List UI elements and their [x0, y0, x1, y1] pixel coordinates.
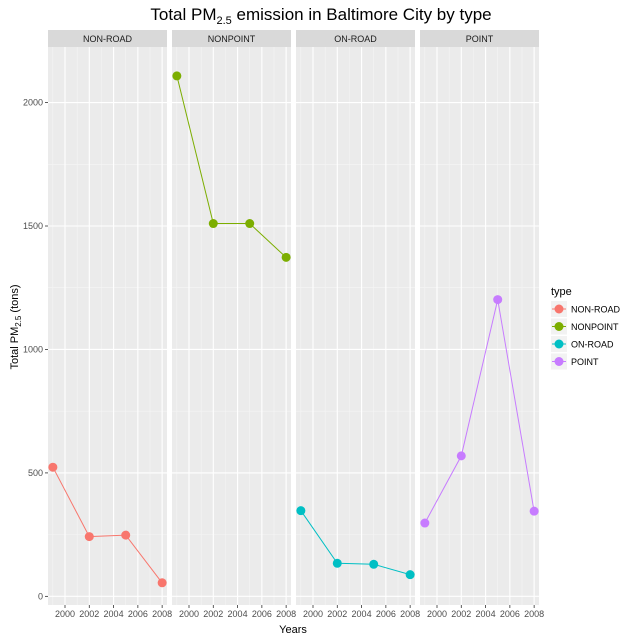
- x-tick-label: 2008: [276, 609, 296, 619]
- x-tick-label: 2006: [376, 609, 396, 619]
- x-tick-label: 2002: [451, 609, 471, 619]
- x-tick-label: 2004: [352, 609, 372, 619]
- y-axis-title-main: Total PM: [9, 327, 21, 370]
- legend-title: type: [551, 286, 572, 298]
- series-line-point: [424, 299, 535, 524]
- chart-title: Total PM2.5 emission in Baltimore City b…: [150, 5, 491, 27]
- chart-title-main: Total PM: [150, 5, 216, 24]
- data-point: [456, 451, 466, 461]
- panel-background: [172, 47, 291, 605]
- strip-label: POINT: [466, 34, 494, 44]
- legend: type NON-ROAD NONPOINT ON-ROAD POINT: [551, 286, 620, 370]
- data-point: [157, 578, 167, 588]
- data-point: [369, 559, 379, 569]
- legend-item-nonpoint: NONPOINT: [551, 318, 619, 335]
- series-line-on-road: [300, 510, 411, 576]
- strip-background: [420, 30, 539, 47]
- y-tick-label: 1000: [23, 344, 43, 354]
- legend-item-point: POINT: [551, 353, 599, 370]
- x-tick-label: 2008: [152, 609, 172, 619]
- panel-non-road: NON-ROAD 2000 2002 2004 2006 2008: [48, 30, 172, 619]
- legend-key-point: [554, 322, 564, 331]
- strip-background: [172, 30, 291, 47]
- legend-key-point: [554, 357, 564, 366]
- y-tick-label: 1500: [23, 221, 43, 231]
- data-point: [529, 506, 539, 516]
- x-tick-label: 2004: [104, 609, 124, 619]
- data-point: [281, 252, 291, 262]
- data-point: [420, 518, 430, 528]
- data-point: [332, 558, 342, 568]
- data-point: [121, 530, 131, 540]
- panel-background: [420, 47, 539, 605]
- data-point: [84, 532, 94, 542]
- data-point: [493, 295, 503, 305]
- strip-label: ON-ROAD: [334, 34, 377, 44]
- legend-label: NONPOINT: [571, 322, 619, 332]
- data-point: [245, 219, 255, 229]
- strip-background: [296, 30, 415, 47]
- x-tick-label: 2006: [500, 609, 520, 619]
- y-tick-label: 500: [28, 468, 43, 478]
- panel-on-road: ON-ROAD 2000 2002 2004 2006 2008: [296, 30, 420, 619]
- legend-item-on-road: ON-ROAD: [551, 336, 614, 352]
- x-tick-label: 2006: [252, 609, 272, 619]
- panel-point: POINT 2000 2002 2004 2006 2008: [420, 30, 544, 619]
- data-point: [296, 506, 306, 516]
- x-tick-label: 2002: [79, 609, 99, 619]
- legend-label: ON-ROAD: [571, 340, 614, 350]
- x-tick-label: 2000: [427, 609, 447, 619]
- strip-background: [48, 30, 167, 47]
- data-point: [405, 570, 415, 580]
- data-point: [48, 462, 58, 472]
- x-tick-label: 2008: [524, 609, 544, 619]
- x-tick-label: 2002: [327, 609, 347, 619]
- x-tick-label: 2008: [400, 609, 420, 619]
- chart-title-subscript: 2.5: [217, 15, 232, 27]
- data-point: [208, 219, 218, 229]
- x-tick-label: 2006: [128, 609, 148, 619]
- x-tick-label: 2000: [303, 609, 323, 619]
- x-axis-title: Years: [279, 624, 307, 636]
- legend-label: NON-ROAD: [571, 305, 620, 315]
- series-line-non-road: [52, 466, 163, 584]
- panel-background: [48, 47, 167, 605]
- y-tick-label: 2000: [23, 98, 43, 108]
- y-axis-title-rest: (tons): [9, 284, 21, 315]
- x-tick-label: 2000: [179, 609, 199, 619]
- x-tick-label: 2000: [55, 609, 75, 619]
- legend-label: POINT: [571, 357, 599, 367]
- y-axis: 0 500 1000 1500 2000: [23, 98, 48, 601]
- x-tick-label: 2004: [476, 609, 496, 619]
- panel-background: [296, 47, 415, 605]
- legend-item-non-road: NON-ROAD: [551, 301, 620, 317]
- facet-panels: NON-ROAD 2000 2002 2004 2006 2008 NONPOINT 2000…: [48, 30, 544, 619]
- series-line-nonpoint: [176, 75, 287, 258]
- x-tick-label: 2004: [228, 609, 248, 619]
- strip-label: NONPOINT: [208, 34, 256, 44]
- chart-title-rest: emission in Baltimore City by type: [232, 5, 492, 24]
- data-point: [172, 71, 182, 81]
- legend-items: NON-ROAD NONPOINT ON-ROAD POINT: [551, 301, 620, 370]
- y-axis-title: Total PM2.5 (tons): [9, 284, 23, 369]
- y-tick-label: 0: [38, 591, 43, 601]
- legend-key-point: [554, 339, 564, 349]
- strip-label: NON-ROAD: [83, 34, 132, 44]
- x-tick-label: 2002: [203, 609, 223, 619]
- panel-nonpoint: NONPOINT 2000 2002 2004 2006 2008: [172, 30, 296, 619]
- legend-key-point: [554, 304, 564, 314]
- y-axis-title-subscript: 2.5: [14, 315, 23, 327]
